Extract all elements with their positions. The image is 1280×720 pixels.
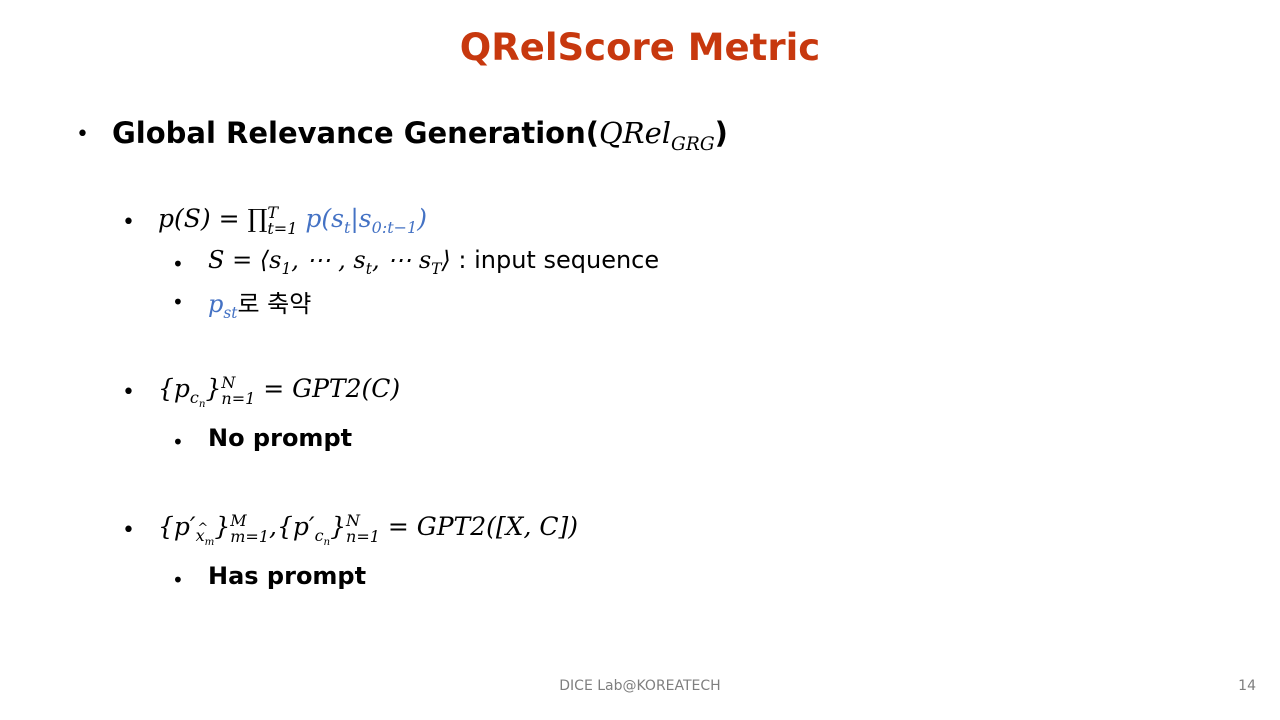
abbreviation-text: 로 축약 [237, 290, 312, 318]
heading-text: Global Relevance Generation( [112, 116, 599, 150]
formula1-lhs: p(S) = ∏ [158, 204, 268, 233]
f3-close1: } [214, 512, 231, 541]
formula1-bar: |s [350, 204, 372, 233]
f3-sup2: N [346, 510, 361, 530]
bullet-marker: • [172, 252, 184, 276]
bullet-marker: • [172, 568, 184, 592]
input-sequence-definition: S = ⟨s1, ⋯ , st, ⋯ sT⟩ : input sequence [208, 246, 660, 276]
f3-open2: {p′ [276, 512, 315, 541]
footer-lab-name: DICE Lab@KOREATECH [559, 678, 721, 694]
f3-n-sub: n [323, 536, 331, 549]
qrel-math: QRel [599, 116, 672, 150]
conditional-probability: p(st|s0:t−1) [305, 204, 427, 236]
f2-rhs: = GPT2(C) [255, 374, 401, 403]
seq-mid: , ⋯ , s [291, 246, 366, 274]
f2-open: {p [158, 374, 190, 403]
seq-mid2: , ⋯ s [371, 246, 432, 274]
slide-title: QRelScore Metric [459, 26, 821, 69]
global-relevance-heading: Global Relevance Generation(QRelGRG) [112, 116, 728, 154]
f3-rhs: = GPT2([X, C]) [379, 512, 578, 541]
input-sequence-label: : input sequence [450, 246, 660, 274]
f3-open1: {p′ [158, 512, 196, 541]
f3-close2: } [330, 512, 347, 541]
has-prompt-label: Has prompt [208, 562, 367, 590]
seq-s1: 1 [281, 259, 292, 278]
f3-c-sub: c [314, 526, 324, 545]
formula1-close: ) [417, 204, 427, 233]
f3-comma: , [269, 512, 277, 541]
seq-open: S = ⟨s [208, 246, 282, 274]
seq-close: ⟩ [441, 246, 451, 274]
f3-sub2: n=1 [346, 526, 380, 546]
bullet-marker: • [172, 430, 184, 454]
formula1-p: p(s [305, 204, 344, 233]
f3-sup1: M [230, 510, 247, 530]
f2-close: } [205, 374, 222, 403]
seq-sT: T [431, 259, 442, 278]
f2-sup: N [221, 372, 236, 392]
bullet-marker: • [122, 210, 135, 235]
bullet-marker: • [122, 518, 135, 543]
pst-subscript: st [223, 303, 238, 322]
f3-sub1: m=1 [230, 526, 270, 546]
f3-m-sub: m [204, 536, 215, 549]
bullet-marker: • [76, 122, 89, 147]
f2-c-sub: c [189, 388, 199, 407]
prod-upper: T [267, 202, 279, 222]
abbreviation-note: pst로 축약 [208, 284, 312, 322]
bullet-marker: • [172, 290, 184, 314]
seq-st: t [365, 259, 372, 278]
heading-close: ) [714, 116, 728, 150]
qrel-subscript: GRG [671, 133, 715, 155]
f2-n-sub: n [198, 398, 206, 411]
page-number: 14 [1238, 678, 1256, 694]
sequence-math: S = ⟨s1, ⋯ , st, ⋯ sT⟩ [208, 246, 451, 276]
formula1-st-sub: t [343, 218, 351, 237]
prod-lower: t=1 [267, 218, 298, 238]
pst-math: p [208, 290, 224, 318]
no-prompt-label: No prompt [208, 424, 353, 452]
bullet-marker: • [122, 380, 135, 405]
formula1-s0-sub: 0:t−1 [371, 218, 418, 237]
f2-sub: n=1 [221, 388, 256, 408]
